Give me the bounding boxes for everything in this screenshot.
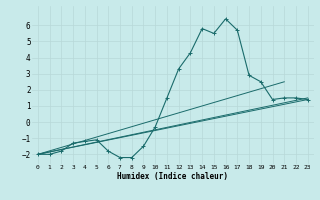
X-axis label: Humidex (Indice chaleur): Humidex (Indice chaleur) — [117, 172, 228, 181]
